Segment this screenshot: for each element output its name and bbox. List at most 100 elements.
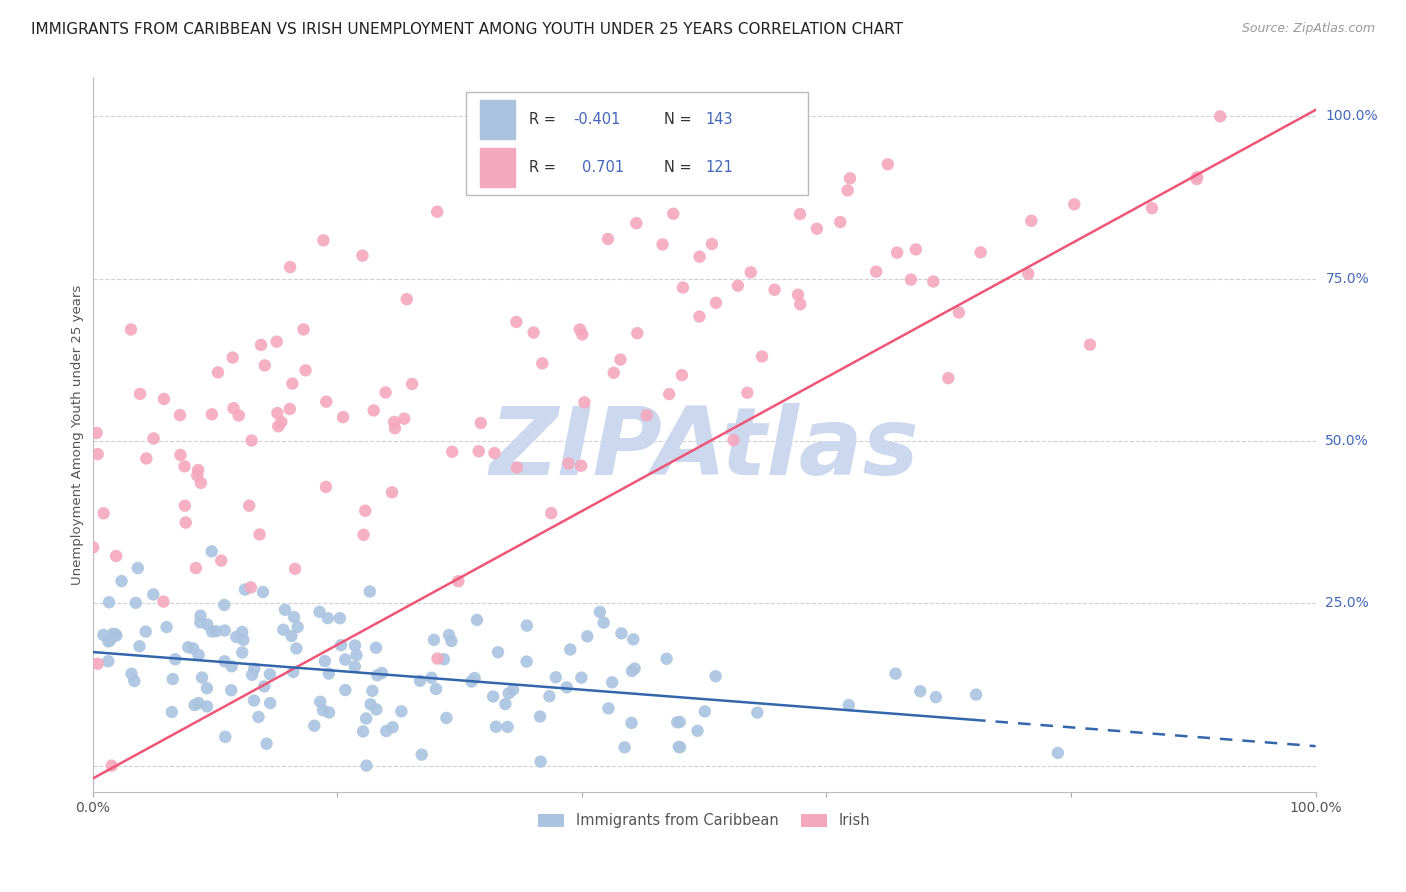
Point: [266, 334, 288, 349]
Point: [411, 747, 433, 762]
Point: [523, 326, 546, 340]
Point: [274, 603, 297, 617]
Point: [484, 446, 506, 460]
Point: [596, 232, 619, 246]
Point: [101, 627, 124, 641]
Point: [620, 715, 643, 730]
Text: 143: 143: [706, 112, 733, 128]
Point: [253, 680, 276, 694]
Point: [936, 371, 959, 385]
Point: [221, 659, 243, 673]
Point: [308, 605, 330, 619]
Point: [666, 715, 689, 730]
Point: [623, 662, 645, 676]
Point: [470, 416, 492, 430]
Point: [183, 698, 205, 712]
Point: [737, 385, 759, 400]
Point: [436, 711, 458, 725]
Point: [498, 686, 520, 700]
Point: [359, 584, 381, 599]
Point: [610, 626, 633, 640]
Point: [353, 528, 375, 542]
Point: [1017, 267, 1039, 281]
Text: 25.0%: 25.0%: [1326, 597, 1369, 610]
Point: [184, 561, 207, 575]
Point: [259, 667, 281, 681]
Point: [886, 245, 908, 260]
Point: [335, 683, 357, 698]
Point: [142, 432, 165, 446]
Point: [283, 610, 305, 624]
Point: [346, 648, 368, 662]
Point: [1185, 172, 1208, 186]
Point: [544, 670, 567, 684]
Point: [187, 696, 209, 710]
Point: [569, 671, 592, 685]
Point: [727, 278, 749, 293]
Point: [668, 739, 690, 754]
Point: [426, 204, 449, 219]
Point: [465, 613, 488, 627]
Point: [304, 719, 326, 733]
Point: [243, 662, 266, 676]
Point: [228, 409, 250, 423]
Text: ZIPAtlas: ZIPAtlas: [489, 403, 920, 495]
Point: [231, 646, 253, 660]
Point: [343, 659, 366, 673]
Point: [948, 305, 970, 319]
Point: [121, 666, 143, 681]
Point: [516, 618, 538, 632]
Point: [506, 460, 529, 475]
Point: [704, 669, 727, 683]
Point: [423, 632, 446, 647]
Point: [283, 665, 305, 679]
Point: [309, 695, 332, 709]
Point: [188, 615, 211, 630]
Point: [969, 245, 991, 260]
Point: [259, 696, 281, 710]
Point: [494, 697, 516, 711]
Point: [381, 485, 404, 500]
Point: [97, 654, 120, 668]
Point: [672, 280, 695, 294]
Point: [688, 310, 710, 324]
Point: [538, 690, 561, 704]
Point: [486, 645, 509, 659]
Point: [425, 681, 447, 696]
Point: [128, 639, 150, 653]
Point: [315, 480, 337, 494]
FancyBboxPatch shape: [481, 100, 515, 139]
Point: [214, 624, 236, 638]
Text: N =: N =: [664, 112, 696, 128]
Point: [1063, 197, 1085, 211]
Point: [177, 640, 200, 655]
Text: 75.0%: 75.0%: [1326, 272, 1369, 285]
Point: [195, 699, 218, 714]
Point: [433, 652, 456, 666]
Point: [243, 693, 266, 707]
Point: [129, 387, 152, 401]
Point: [104, 627, 127, 641]
Legend: Immigrants from Caribbean, Irish: Immigrants from Caribbean, Irish: [533, 807, 876, 834]
Text: -0.401: -0.401: [574, 112, 620, 128]
Point: [232, 632, 254, 647]
Point: [253, 359, 276, 373]
Point: [162, 672, 184, 686]
Point: [426, 651, 449, 665]
Point: [600, 675, 623, 690]
Point: [763, 283, 786, 297]
Point: [401, 376, 423, 391]
Point: [884, 666, 907, 681]
Point: [240, 434, 263, 448]
Point: [247, 710, 270, 724]
Point: [174, 516, 197, 530]
Point: [837, 183, 859, 197]
Point: [332, 410, 354, 425]
Point: [93, 628, 115, 642]
Point: [278, 260, 301, 274]
Point: [686, 723, 709, 738]
Point: [371, 666, 394, 681]
Point: [110, 574, 132, 588]
Point: [485, 720, 508, 734]
Point: [789, 297, 811, 311]
